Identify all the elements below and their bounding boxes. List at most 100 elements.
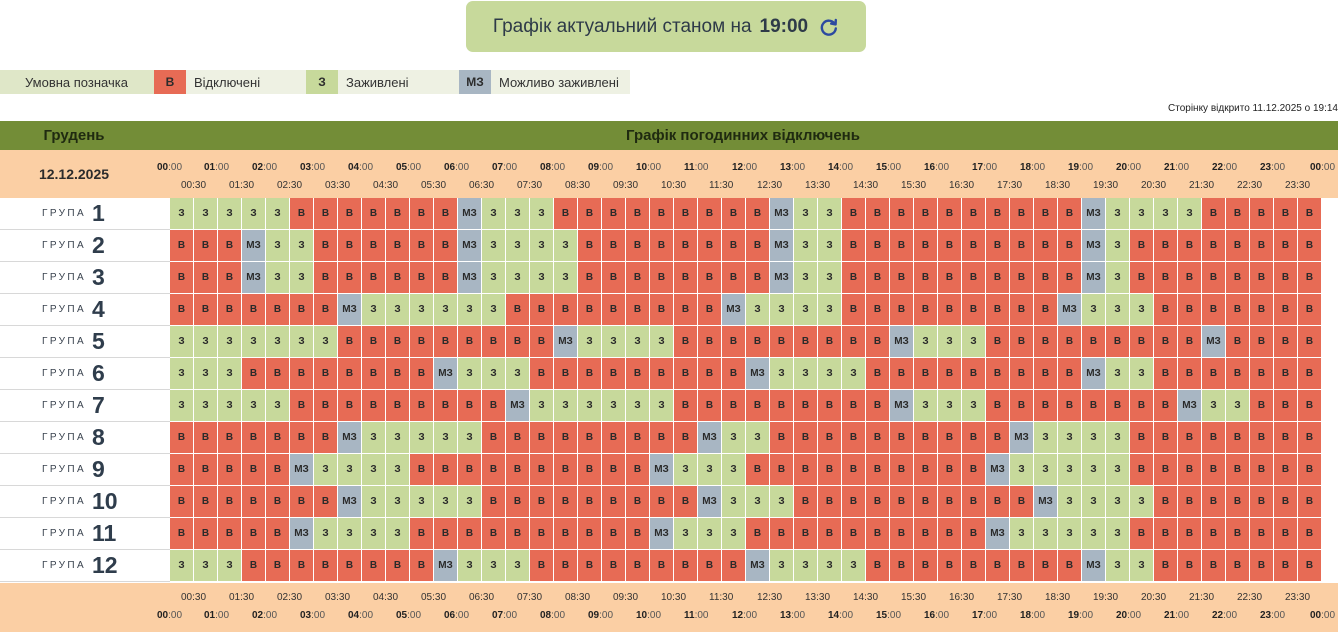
slot-cell-off: В bbox=[626, 518, 649, 549]
hour-tick-top: 02:00 bbox=[252, 162, 278, 173]
slot-cell-off: В bbox=[194, 486, 217, 517]
slot-cell-on: З bbox=[1058, 518, 1081, 549]
slot-cell-maybe: МЗ bbox=[242, 262, 265, 293]
slot-cell-on: З bbox=[794, 262, 817, 293]
slot-cell-off: В bbox=[1082, 326, 1105, 357]
slot-cell-off: В bbox=[1130, 390, 1153, 421]
slot-cell-off: В bbox=[818, 454, 841, 485]
slot-cell-off: В bbox=[482, 518, 505, 549]
slot-cell-on: З bbox=[434, 422, 457, 453]
hour-tick-bottom: 01:00 bbox=[204, 610, 230, 621]
group-number: 8 bbox=[92, 424, 105, 450]
slot-cell-off: В bbox=[1154, 550, 1177, 581]
slot-cell-off: В bbox=[1250, 390, 1273, 421]
slot-cell-off: В bbox=[362, 358, 385, 389]
slot-cell-on: З bbox=[1106, 198, 1129, 229]
slot-cell-on: З bbox=[314, 454, 337, 485]
slot-cell-off: В bbox=[1226, 550, 1249, 581]
slot-cell-off: В bbox=[650, 294, 673, 325]
slot-cell-off: В bbox=[530, 358, 553, 389]
slot-cell-on: З bbox=[770, 294, 793, 325]
group-word: ГРУПА bbox=[42, 528, 87, 539]
slot-cell-off: В bbox=[1130, 326, 1153, 357]
slot-cell-off: В bbox=[386, 326, 409, 357]
slot-cell-maybe: МЗ bbox=[1178, 390, 1201, 421]
slot-cell-on: З bbox=[170, 358, 193, 389]
slot-cell-off: В bbox=[698, 390, 721, 421]
slot-cell-off: В bbox=[578, 198, 601, 229]
slot-cell-off: В bbox=[362, 198, 385, 229]
slot-cell-off: В bbox=[914, 454, 937, 485]
slot-cell-on: З bbox=[818, 198, 841, 229]
slot-cell-maybe: МЗ bbox=[1082, 262, 1105, 293]
slot-cell-off: В bbox=[1298, 550, 1321, 581]
refresh-icon[interactable] bbox=[819, 17, 839, 37]
slot-cell-on: З bbox=[194, 198, 217, 229]
group-word: ГРУПА bbox=[42, 272, 87, 283]
group-label: ГРУПА 2 bbox=[0, 230, 170, 262]
slot-cell-off: В bbox=[290, 358, 313, 389]
hour-tick-bottom: 16:00 bbox=[924, 610, 950, 621]
legend-maybe-label: Можливо заживлені bbox=[491, 70, 630, 94]
slot-cell-off: В bbox=[866, 390, 889, 421]
group-label: ГРУПА 11 bbox=[0, 518, 170, 550]
slot-cell-off: В bbox=[530, 294, 553, 325]
slot-cell-off: В bbox=[1202, 294, 1225, 325]
slot-cell-off: В bbox=[1250, 518, 1273, 549]
slot-cell-maybe: МЗ bbox=[770, 230, 793, 261]
half-hour-tick-bottom: 19:30 bbox=[1093, 592, 1119, 603]
hour-tick-top: 09:00 bbox=[588, 162, 614, 173]
slot-cell-on: З bbox=[1202, 390, 1225, 421]
slot-cell-off: В bbox=[362, 230, 385, 261]
slot-cell-off: В bbox=[1058, 262, 1081, 293]
slot-cell-off: В bbox=[1250, 486, 1273, 517]
slot-cell-maybe: МЗ bbox=[1082, 230, 1105, 261]
slot-cell-on: З bbox=[434, 486, 457, 517]
hour-tick-top: 03:00 bbox=[300, 162, 326, 173]
slot-cell-off: В bbox=[962, 454, 985, 485]
slot-cell-off: В bbox=[314, 550, 337, 581]
slot-cell-off: В bbox=[1274, 454, 1297, 485]
hour-tick-bottom: 03:00 bbox=[300, 610, 326, 621]
slot-cell-on: З bbox=[1130, 550, 1153, 581]
slot-cell-off: В bbox=[1010, 486, 1033, 517]
slot-cell-maybe: МЗ bbox=[338, 422, 361, 453]
slot-cell-off: В bbox=[1154, 294, 1177, 325]
slot-cell-off: В bbox=[842, 390, 865, 421]
legend-on-label: Заживлені bbox=[338, 70, 459, 94]
slot-cell-on: З bbox=[1130, 358, 1153, 389]
half-hour-tick-top: 23:30 bbox=[1285, 180, 1311, 191]
slot-cell-off: В bbox=[746, 198, 769, 229]
slot-cell-off: В bbox=[818, 422, 841, 453]
half-hour-tick-bottom: 02:30 bbox=[277, 592, 303, 603]
slot-cell-on: З bbox=[770, 550, 793, 581]
slot-cell-off: В bbox=[842, 230, 865, 261]
slot-cell-maybe: МЗ bbox=[650, 518, 673, 549]
half-hour-tick-top: 18:30 bbox=[1045, 180, 1071, 191]
slot-cell-off: В bbox=[314, 294, 337, 325]
slot-cell-off: В bbox=[626, 358, 649, 389]
slot-cell-on: З bbox=[194, 358, 217, 389]
slot-cell-maybe: МЗ bbox=[1010, 422, 1033, 453]
slot-cell-on: З bbox=[482, 358, 505, 389]
hour-tick-top: 14:00 bbox=[828, 162, 854, 173]
slot-cell-off: В bbox=[1202, 454, 1225, 485]
slot-cell-off: В bbox=[1154, 422, 1177, 453]
group-number: 4 bbox=[92, 296, 105, 322]
half-hour-tick-top: 13:30 bbox=[805, 180, 831, 191]
half-hour-tick-top: 19:30 bbox=[1093, 180, 1119, 191]
schedule-date: 12.12.2025 bbox=[38, 166, 110, 182]
slot-cell-off: В bbox=[578, 262, 601, 293]
slot-cell-off: В bbox=[554, 486, 577, 517]
slot-cell-off: В bbox=[458, 390, 481, 421]
slot-cell-off: В bbox=[1154, 390, 1177, 421]
slot-cell-off: В bbox=[410, 198, 433, 229]
slot-cell-off: В bbox=[530, 518, 553, 549]
hour-tick-bottom: 12:00 bbox=[732, 610, 758, 621]
slot-cell-off: В bbox=[1226, 294, 1249, 325]
slot-cell-off: В bbox=[1010, 230, 1033, 261]
hour-tick-bottom: 02:00 bbox=[252, 610, 278, 621]
slot-cell-maybe: МЗ bbox=[698, 422, 721, 453]
slot-cell-on: З bbox=[1130, 294, 1153, 325]
slot-cell-off: В bbox=[938, 198, 961, 229]
